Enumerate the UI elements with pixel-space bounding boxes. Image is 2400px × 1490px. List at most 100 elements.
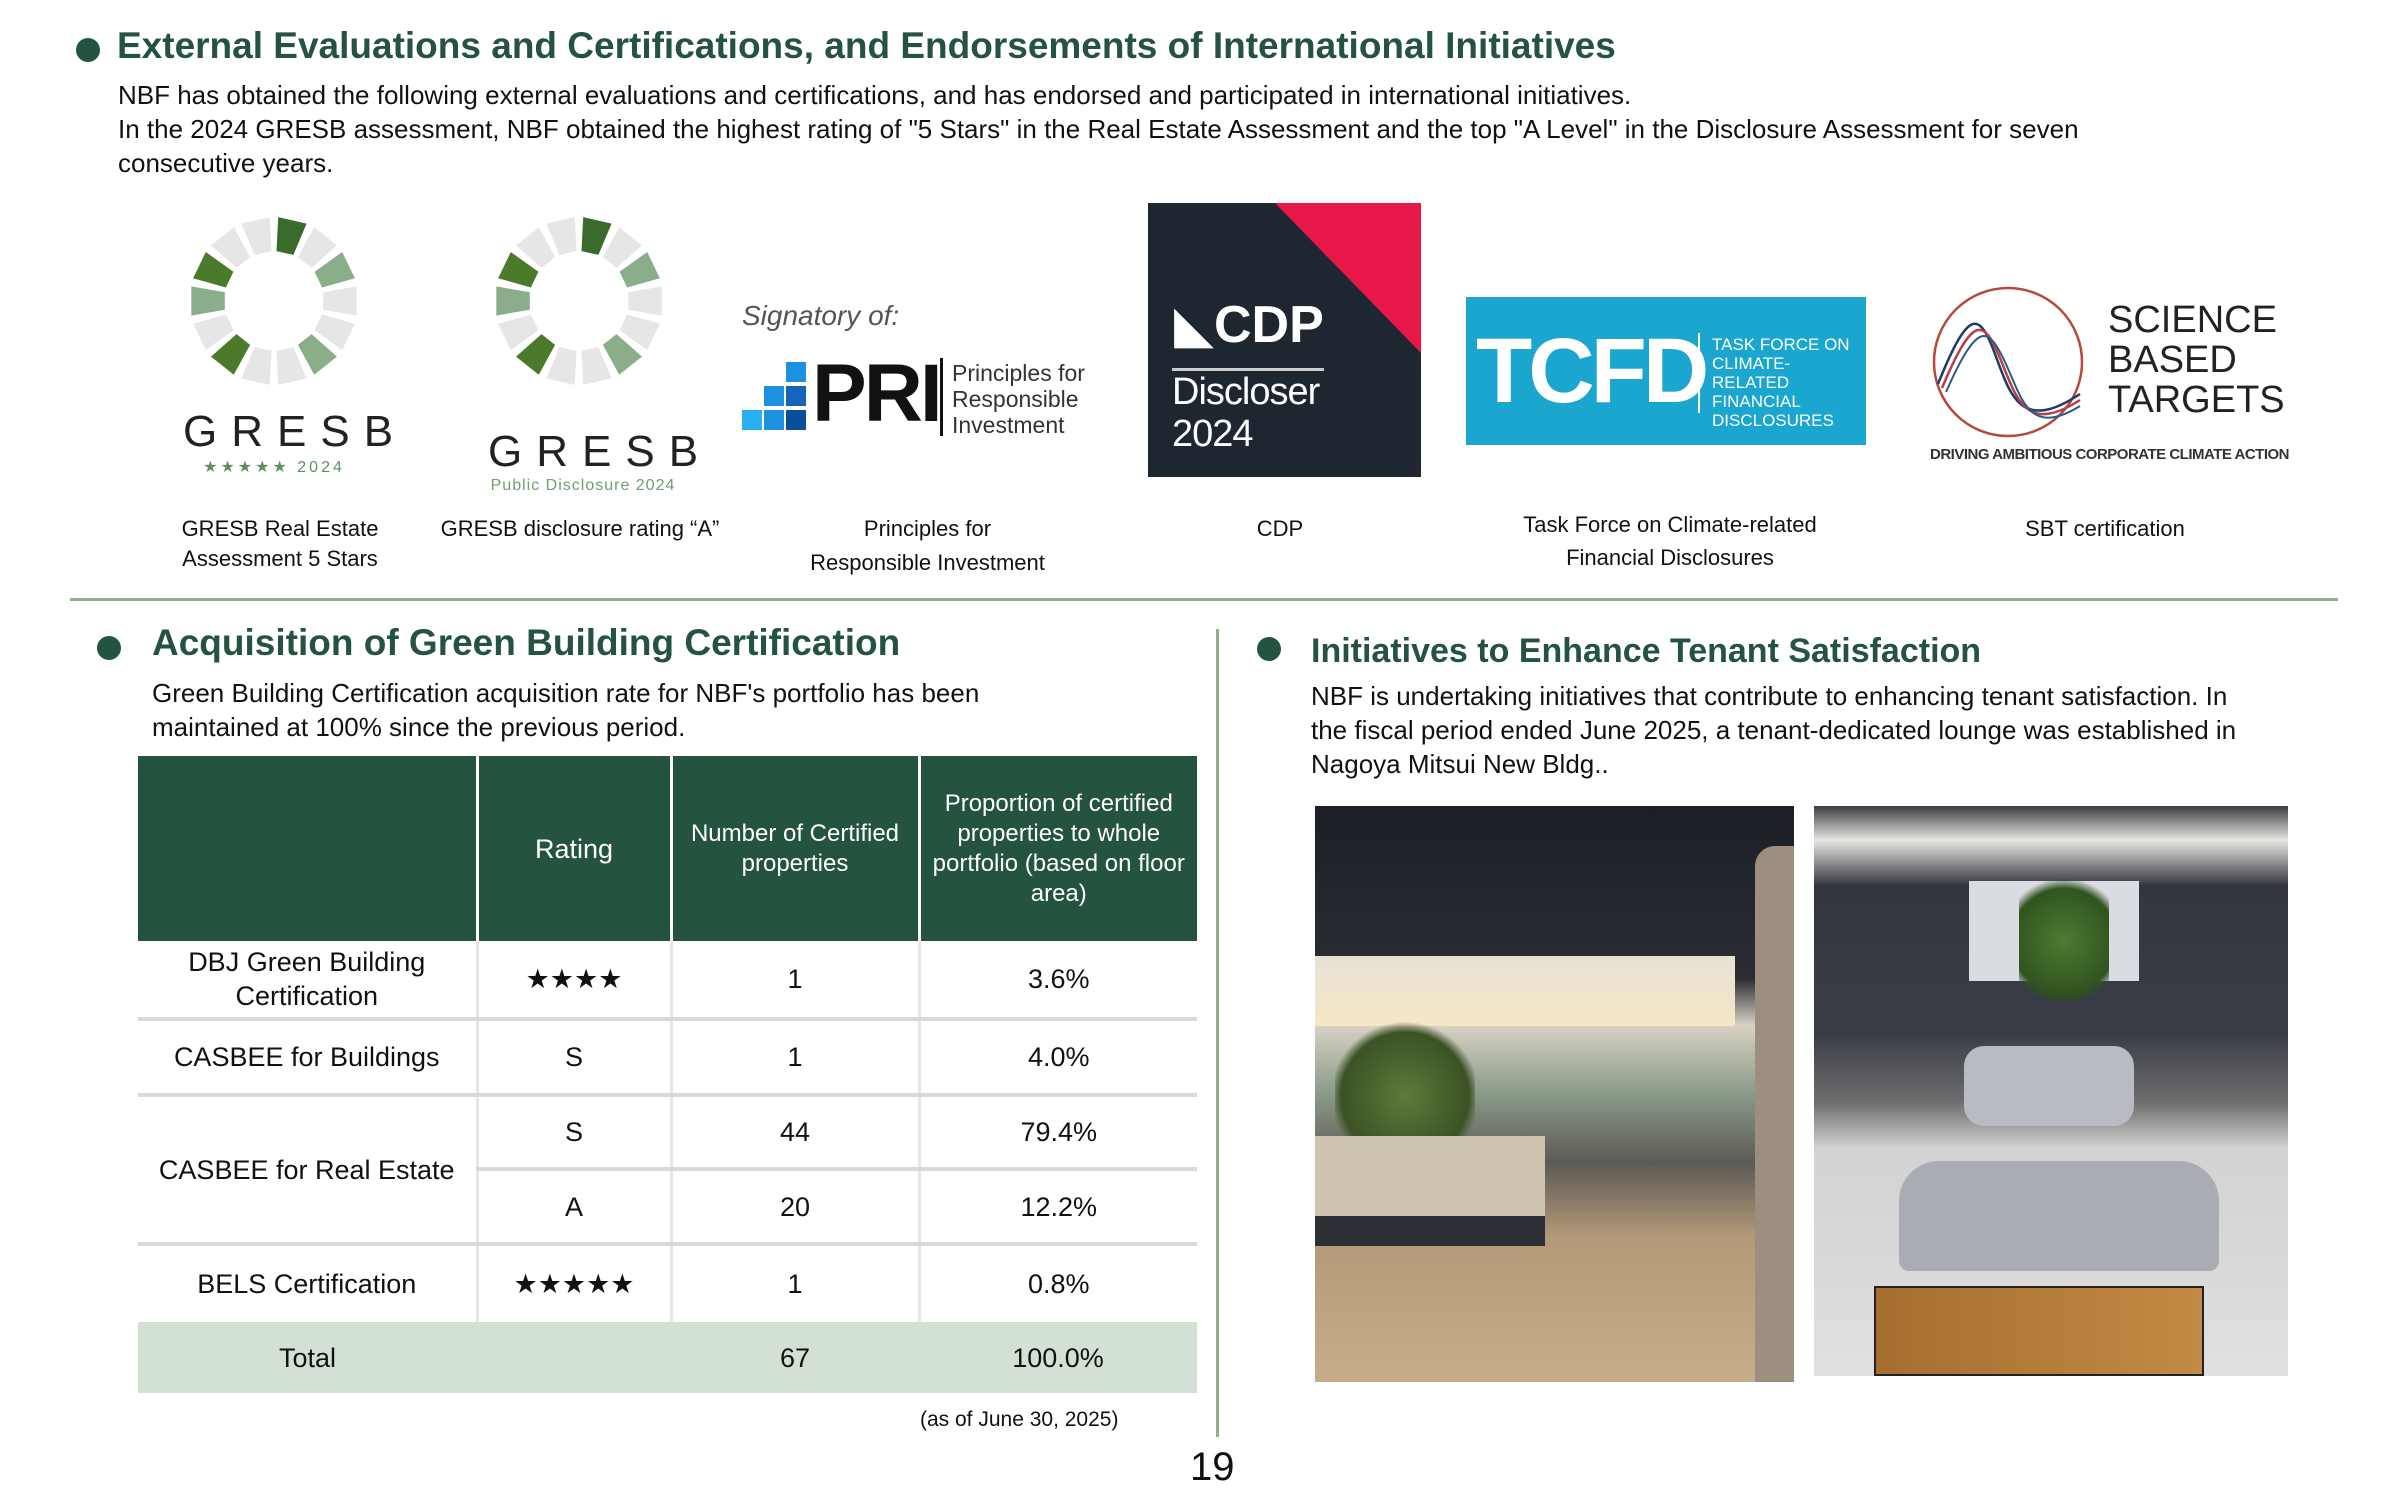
header-cell [138,756,477,941]
green-building-text: Green Building Certification acquisition… [152,676,979,744]
caption-cdp: CDP [1180,514,1380,544]
header-number: Number of Certified properties [669,756,919,941]
gresb-ring-segment [628,286,662,316]
caption-line: Task Force on Climate-related [1523,512,1817,537]
table-row: CASBEE for Real Estate S 44 79.4% [138,1095,1197,1246]
table-total-row: Total 67 100.0% [138,1322,1197,1393]
header-rating: Rating [475,756,671,941]
gresb-ring-segment [619,314,660,350]
tenant-text: NBF is undertaking initiatives that cont… [1311,679,2236,781]
caption-line: SBT certification [2025,516,2185,541]
caption-line: GRESB disclosure rating “A” [440,516,720,541]
gresb-ring-segment [191,286,225,316]
gresb-disclosure-logo: GRESB Public Disclosure 2024 [488,210,698,500]
table-row: A 20 12.2% [138,1169,1197,1246]
gresb-ring-segment [241,217,272,255]
gresb-ring-segment [297,227,337,268]
table-row: CASBEE for Buildings S 1 4.0% [138,1019,1197,1097]
cell-number: 1 [669,1244,919,1322]
total-number: 67 [671,1322,919,1393]
gresb-ring-segment [498,314,539,350]
gresb-ring-segment [211,227,251,268]
cell-certification: DBJ Green Building Certification [138,941,477,1021]
gresb-ring-segment [314,314,355,350]
cell-rating: A [475,1169,671,1246]
text-line: Green Building Certification acquisition… [152,678,980,708]
gresb-public-disclosure: Public Disclosure 2024 [490,477,676,494]
gresb-ring-icon [191,217,357,385]
cell-rating: S [475,1095,671,1171]
total-rating [477,1322,671,1393]
gresb-stars: ★★★★★ 2024 [203,459,345,476]
bullet-icon [76,38,100,62]
gresb-ring-segment [193,252,234,288]
cdp-year: 2024 [1172,413,1254,455]
tcfd-logo: TCFD TASK FORCE ON CLIMATE-RELATED FINAN… [1466,297,1866,445]
gresb-ring-segment [193,314,234,350]
caption-gresb-real-estate: GRESB Real Estate Assessment 5 Stars [150,514,410,574]
section-divider [70,598,2338,601]
pri-squares-icon [742,362,808,434]
bullet-icon [97,636,121,660]
intro-line: NBF has obtained the following external … [118,80,1632,110]
as-of-note: (as of June 30, 2025) [920,1408,1119,1431]
gresb-ring-segment [546,217,577,255]
gresb-ring-segment [602,227,642,268]
pri-signatory-label: Signatory of: [742,300,900,331]
tcfd-tag-line: DISCLOSURES [1712,411,1834,430]
cell-proportion: 12.2% [917,1169,1197,1246]
cell-number: 20 [669,1169,919,1246]
lounge-photo-1 [1315,806,1794,1382]
gresb-ring-segment [602,334,642,375]
caption-pri: Principles for Responsible Investment [770,514,1085,578]
sbt-circle-wave-icon [1932,286,2084,438]
caption-gresb-disclosure: GRESB disclosure rating “A” [440,514,720,544]
caption-line: CDP [1256,516,1304,541]
gresb-ring-segment [276,217,307,255]
intro-line: consecutive years. [118,148,334,178]
certification-table: Rating Number of Certified properties Pr… [138,756,1197,1393]
tcfd-wordmark: TCFD [1476,320,1709,422]
intro-text: NBF has obtained the following external … [118,78,2368,180]
header-proportion: Proportion of certified properties to wh… [917,756,1197,941]
section-title-tenant-satisfaction: Initiatives to Enhance Tenant Satisfacti… [1311,632,1982,670]
caption-line: Assessment 5 Stars [182,546,378,571]
gresb-ring-segment [211,334,251,375]
cdp-logo: ◣CDP Discloser 2024 [1148,203,1421,477]
pri-tag-line: Responsible [952,386,1079,412]
gresb-ring-segment [619,252,660,288]
sbt-word: SCIENCE [2108,299,2277,341]
cell-number: 1 [669,1019,919,1097]
gresb-ring-segment [516,334,556,375]
sbt-tagline: DRIVING AMBITIOUS CORPORATE CLIMATE ACTI… [1930,446,2290,463]
tcfd-tag-line: TASK FORCE ON [1712,335,1850,354]
gresb-ring-segment [241,347,272,385]
cdp-discloser: Discloser [1172,371,1320,413]
cell-proportion: 4.0% [917,1019,1197,1097]
cell-number: 1 [669,941,919,1021]
caption-tcfd: Task Force on Climate-related Financial … [1470,510,1870,573]
gresb-ring-segment [323,286,357,316]
cell-rating: ★★★★★ [475,1244,671,1322]
gresb-ring-segment [498,252,539,288]
caption-line: Principles for [863,516,992,541]
text-line: Nagoya Mitsui New Bldg.. [1311,749,1609,779]
intro-line: In the 2024 GRESB assessment, NBF obtain… [118,114,2079,144]
gresb-ring-icon [496,217,662,385]
cell-certification: BELS Certification [197,1269,417,1299]
page-number: 19 [1190,1445,1235,1489]
total-proportion: 100.0% [919,1322,1197,1393]
cell-number: 44 [669,1095,919,1171]
cell-certification: CASBEE for Buildings [138,1019,477,1097]
gresb-ring-segment [516,227,556,268]
gresb-ring-segment [297,334,337,375]
pri-wordmark: PRI [812,348,943,439]
text-line: maintained at 100% since the previous pe… [152,712,686,742]
gresb-real-estate-logo: GRESB ★★★★★ 2024 [183,210,393,490]
section-title-evaluations: External Evaluations and Certifications,… [117,25,1616,66]
cell-proportion: 3.6% [917,941,1197,1021]
pri-tag-line: Principles for [952,360,1085,386]
cell-proportion: 79.4% [917,1095,1197,1171]
caption-sbt: SBT certification [1990,514,2220,544]
cell-rating: S [475,1019,671,1097]
